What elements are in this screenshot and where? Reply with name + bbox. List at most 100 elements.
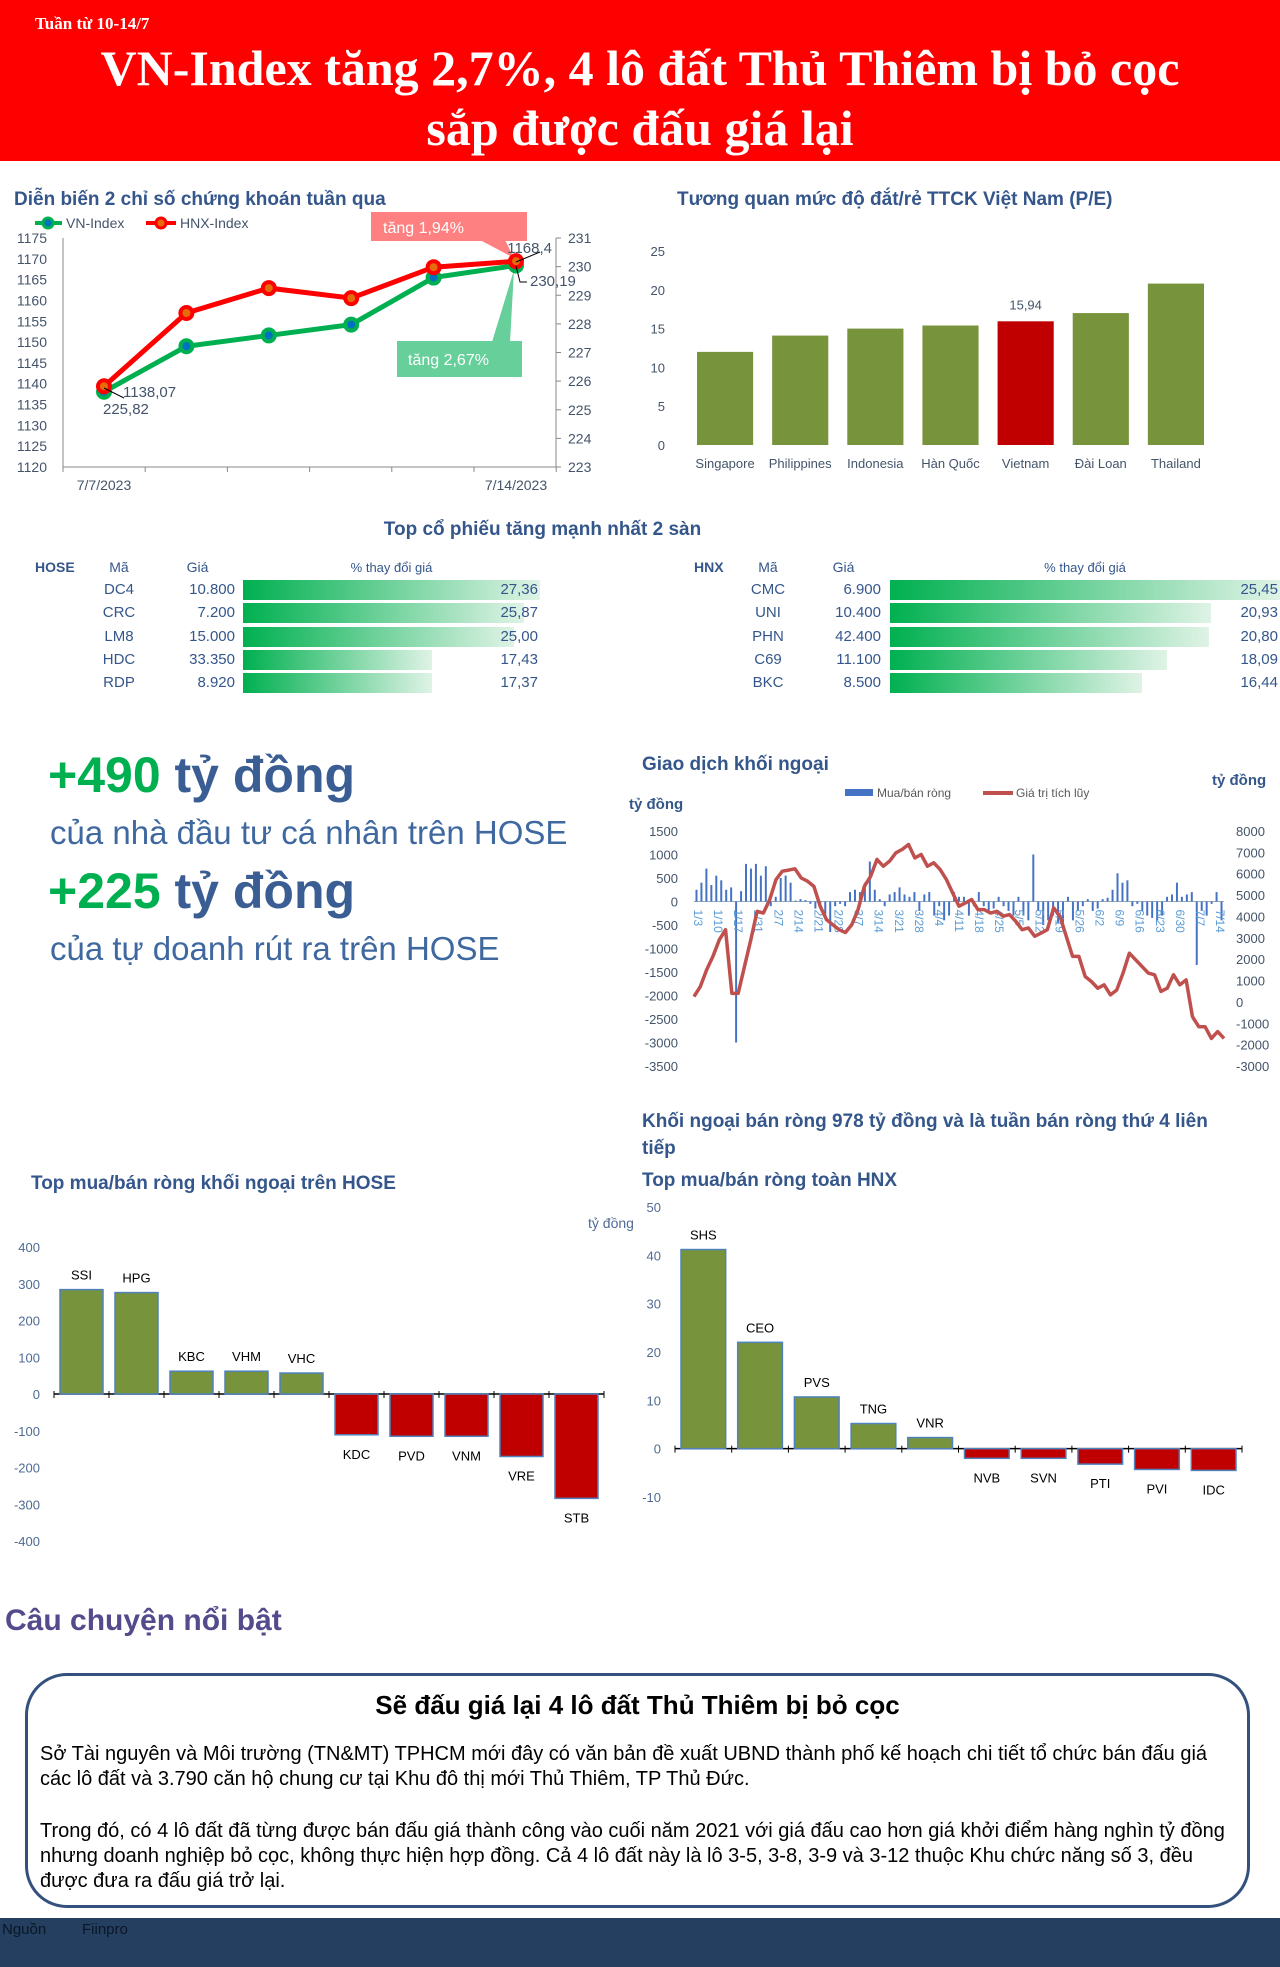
column-header-change: % thay đổi giá <box>350 560 433 575</box>
x-tick-label: 6/2 <box>1093 910 1107 927</box>
bar-Đài Loan <box>1072 313 1129 445</box>
y2-tick-label: 4000 <box>1236 909 1265 924</box>
net-bar <box>710 885 713 902</box>
net-bar <box>923 894 926 902</box>
y-tick-label: -1500 <box>645 965 678 980</box>
net-bar <box>1180 896 1183 902</box>
net-bar <box>1017 896 1020 902</box>
net-bar <box>759 875 762 902</box>
net-bar <box>839 901 842 904</box>
net-bar <box>987 901 990 911</box>
stock-code: CRC <box>102 604 136 622</box>
bar-Indonesia <box>847 328 904 445</box>
bar-KDC <box>334 1393 379 1436</box>
y-tick-label: -3000 <box>645 1036 678 1051</box>
net-bar <box>958 896 960 902</box>
net-bar <box>1220 901 1223 921</box>
y-tick-label: 0 <box>671 895 678 910</box>
net-bar <box>878 899 881 902</box>
change-value: 18,09 <box>1240 650 1278 668</box>
series-line-HNX-Index <box>102 258 517 389</box>
y-tick-label: -3500 <box>645 1059 678 1074</box>
headline-line2: sắp được đấu giá lại <box>426 100 854 156</box>
data-label: 225,82 <box>103 401 149 418</box>
bar-label: KBC <box>178 1349 205 1364</box>
y-tick-label: 1500 <box>649 824 678 839</box>
net-bar <box>1076 901 1079 911</box>
change-bar <box>243 626 515 647</box>
column-header-code: Mã <box>109 559 129 575</box>
x-tick-label: 5/12 <box>1032 910 1046 934</box>
story-card: Sẽ đấu giá lại 4 lô đất Thủ Thiêm bị bỏ … <box>25 1673 1250 1908</box>
y-tick-label: 20 <box>651 283 665 298</box>
stock-code: RDP <box>103 674 135 692</box>
stock-code: UNI <box>755 604 781 622</box>
column-header-price: Giá <box>832 559 855 575</box>
y-tick-label: 400 <box>18 1240 40 1255</box>
bar-Philippines <box>772 335 829 445</box>
bar-TNG <box>850 1422 897 1450</box>
net-bar <box>1062 901 1065 928</box>
bar-label: VHM <box>232 1349 261 1364</box>
change-value: 17,43 <box>500 650 538 668</box>
x-tick-label: 2/7 <box>771 910 785 927</box>
x-tick-label: 3/21 <box>892 910 906 934</box>
x-tick-label: 1/17 <box>731 910 745 934</box>
y2-tick-label: 223 <box>568 459 592 475</box>
net-bar <box>740 891 743 902</box>
net-bar <box>715 875 718 902</box>
exchange-label: HOSE <box>35 559 75 575</box>
y2-tick-label: 226 <box>568 373 592 389</box>
y-tick-label: -300 <box>14 1497 40 1512</box>
change-bar <box>890 580 1280 600</box>
net-bar <box>794 900 797 902</box>
y-tick-label: 40 <box>647 1248 661 1263</box>
y-tick-label: 1165 <box>17 272 47 288</box>
stock-code: DC4 <box>103 581 134 598</box>
y-tick-label: 0 <box>33 1387 40 1402</box>
change-bar <box>890 673 1142 694</box>
y2-tick-label: 5000 <box>1236 888 1265 903</box>
bar-PVS <box>793 1396 840 1450</box>
y-tick-label: 15 <box>651 322 665 337</box>
net-bar <box>745 863 747 902</box>
y-tick-label: 1125 <box>17 438 47 454</box>
bar-label: IDC <box>1202 1482 1224 1497</box>
column-header-change: % thay đổi giá <box>1044 560 1126 575</box>
header-banner: Tuần từ 10-14/7 VN-Index tăng 2,7%, 4 lô… <box>0 0 1280 161</box>
net-bar <box>1116 873 1119 902</box>
net-bar <box>1027 901 1030 921</box>
x-tick-label: 5/26 <box>1072 910 1086 934</box>
bar-PVI <box>1133 1447 1181 1471</box>
net-bar <box>1136 901 1139 904</box>
column-header-price: Giá <box>186 559 209 575</box>
bar-label: VNR <box>916 1416 943 1431</box>
net-bar <box>883 901 886 907</box>
bar-label: HPG <box>122 1271 150 1286</box>
x-tick-label: 4/4 <box>932 910 946 927</box>
bar-STB <box>554 1393 599 1500</box>
x-tick-label: Vietnam <box>1002 456 1049 471</box>
y2-tick-label: 8000 <box>1236 824 1265 839</box>
stat-unit: tỷ đồng <box>160 863 356 919</box>
stock-price: 6.900 <box>843 581 881 598</box>
net-bar <box>943 901 946 921</box>
bar-VRE <box>499 1393 544 1458</box>
x-tick-label: 7/7/2023 <box>77 477 132 493</box>
bar-VNR <box>907 1436 954 1450</box>
bar-PVD <box>389 1393 434 1438</box>
net-bar <box>1205 901 1208 916</box>
net-bar <box>1195 901 1198 965</box>
net-bar <box>1047 901 1050 921</box>
y-tick-label: -100 <box>14 1424 40 1439</box>
bar-Singapore <box>697 351 754 445</box>
change-bar <box>243 580 540 600</box>
net-bar <box>1200 901 1203 911</box>
cumulative-line <box>692 842 1226 1041</box>
stat-desc: của tự doanh rút ra trên HOSE <box>50 930 500 967</box>
y-tick-label: 1145 <box>17 355 47 371</box>
net-bar <box>863 882 866 902</box>
net-bar <box>1175 882 1178 902</box>
net-bar <box>804 900 807 902</box>
net-bar <box>873 889 876 902</box>
